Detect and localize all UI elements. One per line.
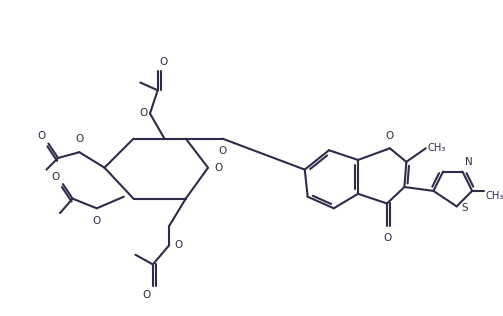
Text: O: O bbox=[159, 57, 168, 67]
Text: O: O bbox=[37, 131, 45, 141]
Text: O: O bbox=[383, 234, 391, 243]
Text: O: O bbox=[143, 289, 151, 300]
Text: O: O bbox=[140, 108, 148, 118]
Text: O: O bbox=[386, 131, 394, 141]
Text: CH₃: CH₃ bbox=[428, 143, 446, 153]
Text: O: O bbox=[93, 216, 101, 226]
Text: CH₃: CH₃ bbox=[486, 191, 503, 201]
Text: O: O bbox=[215, 163, 223, 173]
Text: O: O bbox=[75, 134, 83, 144]
Text: O: O bbox=[174, 240, 183, 250]
Text: O: O bbox=[218, 146, 227, 156]
Text: O: O bbox=[52, 172, 60, 182]
Text: S: S bbox=[461, 203, 468, 213]
Text: N: N bbox=[465, 157, 473, 167]
